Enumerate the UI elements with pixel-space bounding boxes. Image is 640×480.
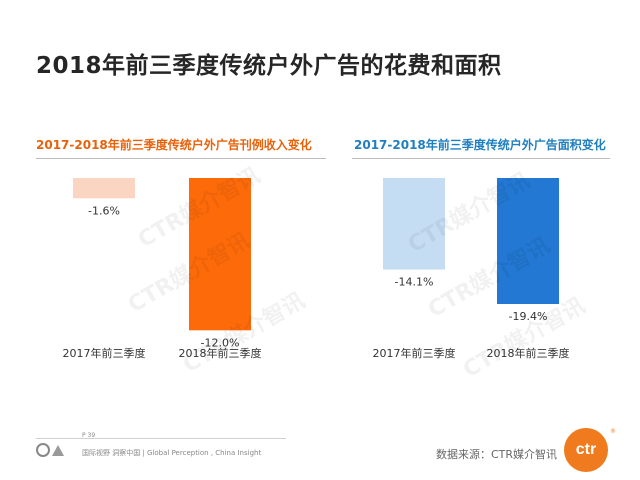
- registered-mark: ®: [610, 428, 616, 435]
- data-label-1-0: -14.1%: [395, 276, 434, 289]
- badge-triangle-icon: [52, 444, 64, 456]
- category-label-0-1: 2018年前三季度: [179, 346, 262, 360]
- chart-divider-area: [352, 158, 610, 159]
- certification-badge-icon: [36, 440, 72, 460]
- data-label-0-1: -12.0%: [201, 336, 240, 349]
- bar-1-0: [383, 178, 445, 270]
- footer-divider: [36, 438, 286, 439]
- category-label-0-0: 2017年前三季度: [63, 346, 146, 360]
- bar-0-1: [189, 178, 251, 331]
- data-label-1-1: -19.4%: [509, 310, 548, 323]
- chart-title-area: 2017-2018年前三季度传统户外广告面积变化: [354, 138, 606, 152]
- bar-0-0: [73, 178, 135, 199]
- badge-circle-icon: [36, 443, 50, 457]
- category-label-1-1: 2018年前三季度: [487, 346, 570, 360]
- chart-title-revenue: 2017-2018年前三季度传统户外广告刊例收入变化: [36, 138, 312, 152]
- page-title: 2018年前三季度传统户外广告的花费和面积: [36, 53, 502, 79]
- ctr-logo: ctr: [564, 428, 608, 472]
- footer-slogan: 国际视野 洞察中国 | Global Perception , China In…: [82, 449, 262, 457]
- data-source: 数据来源：CTR媒介智讯: [436, 448, 558, 461]
- data-label-0-0: -1.6%: [88, 204, 120, 217]
- chart-divider-revenue: [36, 158, 326, 159]
- category-label-1-0: 2017年前三季度: [373, 346, 456, 360]
- page-number: P 39: [82, 432, 96, 439]
- bar-1-1: [497, 178, 559, 304]
